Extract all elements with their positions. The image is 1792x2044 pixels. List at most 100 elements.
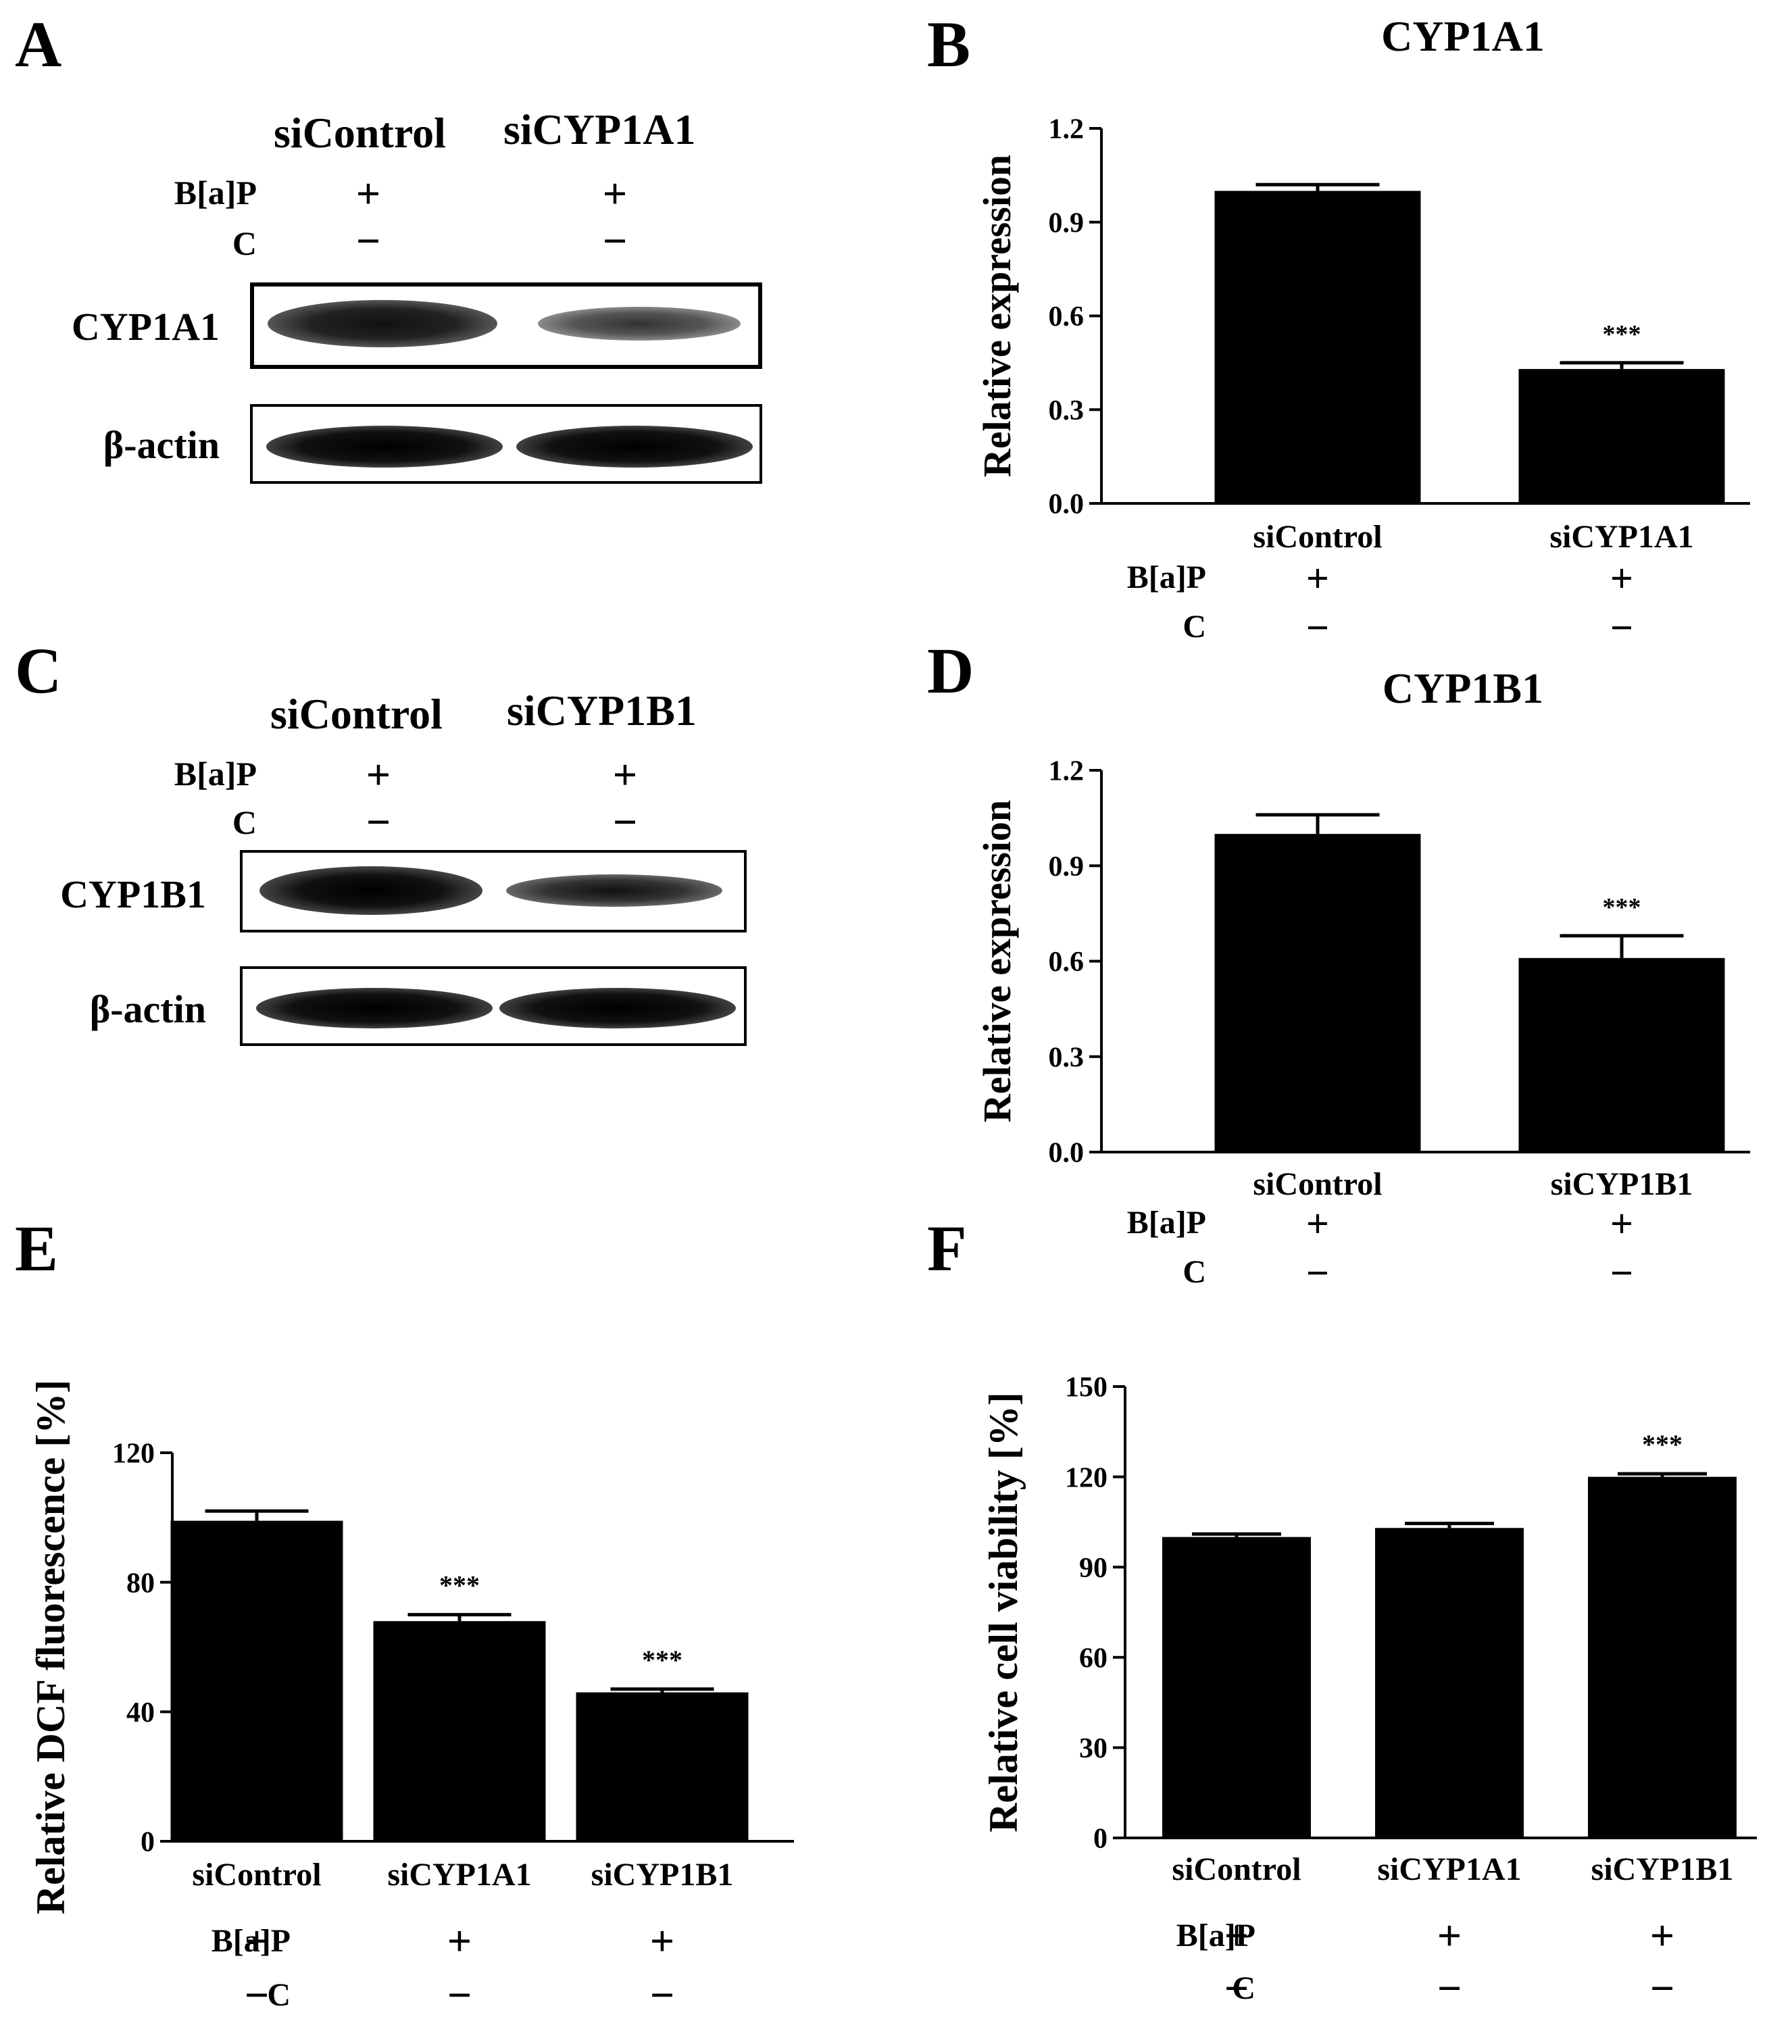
y-tick-label: 0.0	[1049, 489, 1085, 520]
blot-a-title-sicontrol: siControl	[274, 109, 446, 157]
blot-a-minus-2: −	[602, 217, 628, 265]
blot-a-title-sicyp1a1: siCYP1A1	[503, 105, 696, 153]
treatment-sign: −	[650, 1971, 674, 2019]
blot-c-cyp1b1-membrane	[240, 850, 747, 932]
bar	[170, 1520, 343, 1841]
treatment-row-label: C	[1183, 609, 1206, 645]
treatment-sign: +	[245, 1917, 269, 1965]
blot-a-plus-2: +	[602, 170, 628, 218]
y-tick-label: 0.6	[1049, 301, 1085, 332]
chart-cyp1a1-expression: CYP1A1 Relative expression 0.0 0.3 0.6 0.9 1.2…	[975, 12, 1750, 650]
blot-a-row-bap-label: B[a]P	[174, 174, 257, 211]
treatment-sign: +	[1610, 1201, 1633, 1246]
blot-a-actin-band-2	[516, 426, 753, 468]
blot-a-cyp1a1-band-2	[538, 307, 741, 341]
blot-a-plus-1: +	[355, 170, 381, 218]
panel-letter-b: B	[927, 8, 971, 80]
y-tick-label: 120	[1065, 1462, 1107, 1493]
blot-a-minus-1: −	[355, 217, 381, 265]
category-label: siCYP1B1	[591, 1857, 734, 1893]
treatment-sign: −	[1437, 1964, 1462, 2012]
treatment-sign: −	[1306, 1251, 1329, 1295]
treatment-sign: −	[447, 1971, 472, 2019]
significance-label: ***	[1642, 1429, 1683, 1460]
category-label: siControl	[1253, 519, 1382, 555]
blot-c-row-bap-label: B[a]P	[174, 755, 257, 793]
blot-c-cyp1b1-band-2	[506, 874, 722, 907]
category-label: siControl	[1253, 1166, 1382, 1202]
treatment-sign: −	[1224, 1964, 1249, 2012]
category-label: siCYP1A1	[387, 1857, 531, 1893]
treatment-row-label: B[a]P	[1127, 559, 1206, 595]
category-label: siCYP1B1	[1591, 1851, 1734, 1887]
y-tick-label: 1.2	[1049, 114, 1085, 145]
bar	[1518, 369, 1725, 503]
y-tick-label: 0	[1093, 1824, 1107, 1855]
panel-letter-e: E	[15, 1212, 59, 1285]
chart-title: CYP1B1	[1383, 664, 1543, 712]
chart-cyp1b1-expression: CYP1B1 Relative expression 0.0 0.3 0.6 0.9 1.2…	[975, 664, 1750, 1295]
treatment-sign: +	[1306, 556, 1329, 601]
blot-a-actin-band-1	[266, 426, 503, 468]
blot-c-title-sicontrol: siControl	[270, 690, 443, 738]
blot-c-actin-band-1	[256, 988, 493, 1028]
y-tick-label: 80	[126, 1568, 155, 1599]
y-tick-label: 0.9	[1049, 851, 1085, 882]
y-tick-label: 0.6	[1049, 947, 1085, 978]
blot-c-title-sicyp1b1: siCYP1B1	[507, 687, 697, 734]
panel-letter-d: D	[927, 634, 974, 707]
y-tick-label: 0.3	[1049, 1042, 1085, 1073]
bar	[1375, 1528, 1524, 1838]
treatment-sign: −	[245, 1971, 269, 2019]
treatment-row-label: C	[267, 1977, 291, 2013]
y-axis-label: Relative expression	[975, 800, 1019, 1122]
y-tick-label: 0.9	[1049, 207, 1085, 239]
y-tick-label: 0	[141, 1827, 155, 1858]
y-tick-label: 1.2	[1049, 756, 1085, 787]
category-label: siControl	[192, 1857, 321, 1893]
y-tick-label: 90	[1079, 1553, 1107, 1584]
treatment-row-label: B[a]P	[1127, 1205, 1206, 1241]
chart-dcf-fluorescence: Relative DCF fluorescence [%] 0 40 80 120 siC…	[28, 1380, 794, 2019]
y-tick-label: 0.0	[1049, 1138, 1085, 1169]
significance-label: ***	[642, 1645, 682, 1675]
significance-label: ***	[1603, 320, 1641, 349]
y-axis-label: Relative expression	[975, 155, 1019, 477]
category-label: siCYP1A1	[1549, 519, 1693, 555]
treatment-sign: +	[447, 1917, 472, 1965]
y-tick-label: 120	[112, 1439, 155, 1470]
significance-label: ***	[1603, 893, 1641, 922]
blot-a-cyp1a1-label: CYP1A1	[71, 305, 220, 349]
treatment-row-label: C	[1183, 1254, 1206, 1290]
blot-c-row-c-label: C	[232, 803, 257, 841]
blot-c-actin-label: β-actin	[89, 987, 206, 1031]
blot-c-cyp1b1-label: CYP1B1	[60, 872, 206, 916]
blot-c-plus-2: +	[612, 751, 638, 799]
bar	[1214, 191, 1421, 503]
treatment-row-label: B[a]P	[211, 1923, 291, 1959]
treatment-sign: +	[1437, 1912, 1462, 1960]
bar	[1162, 1537, 1311, 1838]
treatment-sign: +	[1224, 1912, 1249, 1960]
blot-a-row-c-label: C	[232, 224, 257, 262]
treatment-sign: −	[1610, 1251, 1633, 1295]
y-axis-label: Relative DCF fluorescence [%]	[28, 1380, 73, 1914]
treatment-sign: +	[1610, 556, 1633, 601]
blot-c-minus-2: −	[612, 798, 638, 846]
y-tick-label: 150	[1065, 1372, 1107, 1403]
chart-cell-viability: Relative cell viability [%] 0 30 60 90 120 150…	[981, 1372, 1757, 2012]
y-tick-label: 30	[1079, 1733, 1107, 1764]
treatment-sign: +	[1650, 1912, 1674, 1960]
treatment-sign: −	[1650, 1964, 1674, 2012]
treatment-sign: +	[1306, 1201, 1329, 1246]
treatment-sign: +	[650, 1917, 674, 1965]
chart-title: CYP1A1	[1381, 12, 1545, 60]
y-axis-label: Relative cell viability [%]	[981, 1392, 1026, 1833]
bar	[1588, 1476, 1737, 1838]
y-tick-label: 60	[1079, 1643, 1107, 1674]
panel-letter-a: A	[15, 8, 62, 80]
blot-a-actin-membrane	[250, 404, 762, 484]
significance-label: ***	[439, 1570, 480, 1601]
bar	[1518, 957, 1725, 1152]
